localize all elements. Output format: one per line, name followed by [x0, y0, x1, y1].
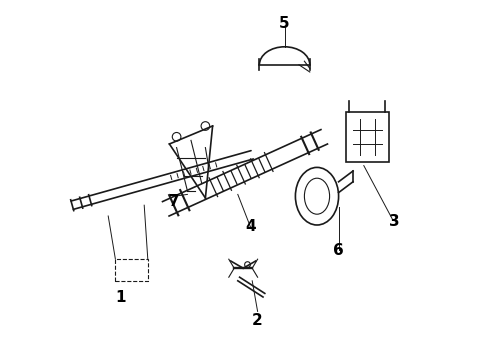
Bar	[116, 259, 148, 281]
Text: 5: 5	[279, 16, 290, 31]
Text: 2: 2	[252, 313, 263, 328]
Text: 6: 6	[333, 243, 344, 258]
Text: 1: 1	[116, 289, 126, 305]
Text: 3: 3	[389, 214, 400, 229]
Text: 7: 7	[170, 194, 180, 209]
Text: 4: 4	[245, 219, 256, 234]
